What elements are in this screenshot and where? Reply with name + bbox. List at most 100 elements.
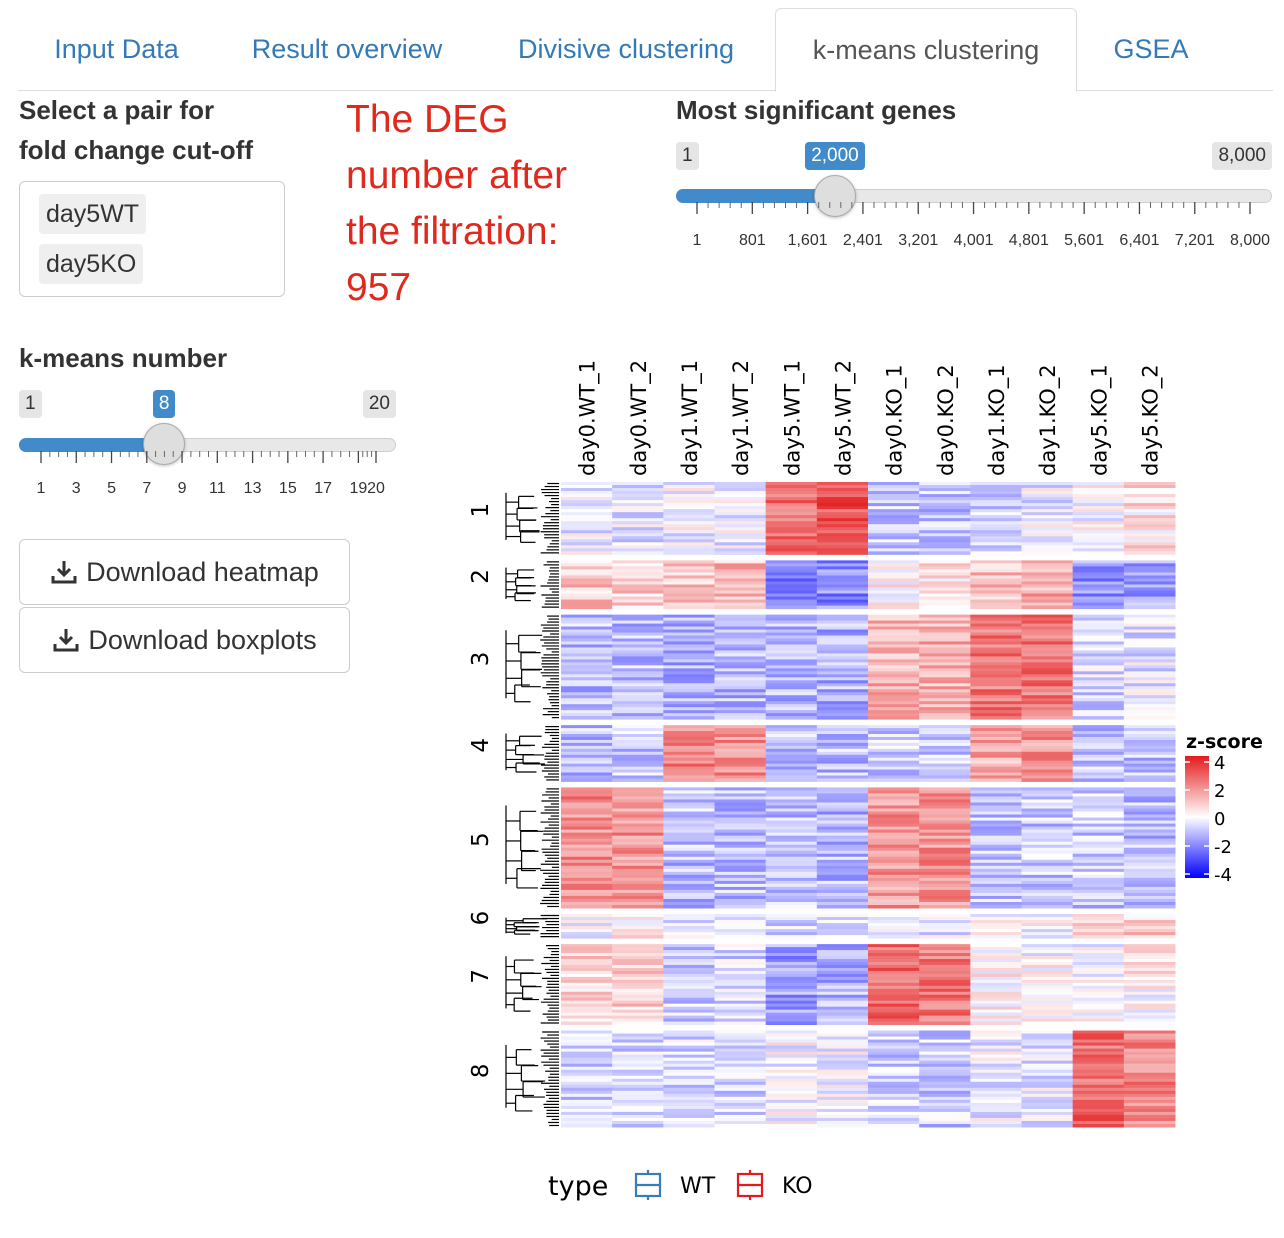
heatmap-cell: [765, 917, 818, 921]
heatmap-cell: [612, 736, 664, 741]
heatmap-cell: [561, 536, 613, 540]
download-boxplots-button[interactable]: Download boxplots: [19, 607, 350, 673]
heatmap-cell: [868, 988, 920, 993]
kmeans-slider-handle[interactable]: [143, 423, 186, 465]
heatmap-cell: [561, 742, 613, 747]
heatmap-cell: [663, 754, 715, 759]
heatmap-cell: [970, 964, 1022, 969]
heatmap-cell: [561, 850, 613, 855]
heatmap-cell: [714, 859, 767, 864]
download-heatmap-button[interactable]: Download heatmap: [19, 539, 350, 605]
heatmap-cell: [1123, 551, 1176, 555]
heatmap-cell: [970, 914, 1022, 918]
genes-slider[interactable]: 1 2,000 8,000 1 801 1,601 2,401 3,201 4,001 4,…: [676, 140, 1272, 260]
heatmap-cell: [970, 763, 1022, 768]
heatmap-cell: [612, 898, 664, 903]
kmeans-slider[interactable]: 1 8 20 1 3 5 7 9 11 13 15 17 19 20: [19, 388, 396, 508]
heatmap-cell: [663, 638, 715, 642]
heatmap-cell: [970, 1054, 1022, 1059]
heatmap-cell: [1021, 796, 1074, 800]
heatmap-cell: [868, 518, 920, 522]
tab-kmeans-clustering[interactable]: k-means clustering: [775, 8, 1077, 92]
heatmap-cell: [561, 811, 613, 816]
heatmap-cell: [970, 662, 1022, 666]
heatmap-cell: [1072, 926, 1125, 930]
heatmap-cell: [868, 959, 920, 963]
heatmap-cell: [1021, 880, 1074, 885]
heatmap-cell: [919, 865, 971, 870]
heatmap-cell: [663, 587, 715, 592]
heatmap-cell: [561, 590, 613, 595]
heatmap-cell: [663, 536, 715, 540]
heatmap-cell: [816, 956, 869, 960]
heatmap-cell: [561, 787, 613, 791]
heatmap-cell: [816, 739, 869, 744]
heatmap-cell: [612, 671, 664, 675]
heatmap-cell: [868, 757, 920, 762]
heatmap-cell: [663, 1093, 715, 1098]
heatmap-cell: [714, 659, 767, 663]
heatmap-cell: [612, 1120, 664, 1125]
tab-result-overview[interactable]: Result overview: [251, 34, 443, 64]
heatmap-cell: [1072, 1057, 1125, 1062]
heatmap-cell: [765, 850, 818, 855]
heatmap-cell: [714, 929, 767, 933]
heatmap-cell: [970, 1099, 1022, 1104]
heatmap-cell: [612, 683, 664, 687]
heatmap-cell: [919, 926, 971, 930]
tab-input-data[interactable]: Input Data: [54, 34, 179, 64]
heatmap-cell: [561, 1123, 613, 1128]
pair-select-input[interactable]: day5WT day5KO: [19, 181, 285, 297]
tab-divisive-clustering[interactable]: Divisive clustering: [517, 34, 735, 64]
heatmap-cell: [919, 935, 971, 939]
heatmap-cell: [868, 680, 920, 684]
heatmap-cell: [816, 920, 869, 924]
heatmap-cell: [612, 820, 664, 825]
heatmap-cell: [970, 503, 1022, 507]
heatmap-cluster-block: [561, 914, 1176, 939]
heatmap-cell: [868, 521, 920, 525]
heatmap-cell: [919, 704, 971, 708]
heatmap-cell: [612, 979, 664, 984]
heatmap-cell: [714, 892, 767, 897]
heatmap-cell: [1123, 1033, 1176, 1038]
heatmap-cell: [612, 734, 664, 738]
heatmap-cell: [1021, 964, 1074, 969]
heatmap-cell: [612, 512, 664, 516]
tab-gsea[interactable]: GSEA: [1113, 34, 1189, 64]
heatmap-cell: [612, 629, 664, 634]
heatmap-cell: [1123, 920, 1176, 924]
heatmap-cell: [919, 569, 971, 573]
selected-item-day5wt[interactable]: day5WT: [39, 194, 147, 234]
heatmap-cell: [765, 1018, 818, 1023]
heatmap-cell: [1123, 742, 1176, 747]
heatmap-cell: [612, 482, 664, 486]
heatmap-cell: [765, 1057, 818, 1062]
heatmap-cell: [868, 647, 920, 651]
heatmap-cell: [970, 790, 1022, 794]
heatmap-cell: [919, 488, 971, 492]
heatmap-cell: [1072, 853, 1125, 858]
heatmap-cell: [663, 677, 715, 681]
genes-slider-handle[interactable]: [814, 175, 857, 217]
heatmap-cell: [1021, 659, 1074, 663]
heatmap-cell: [816, 838, 869, 843]
heatmap-cell: [1021, 638, 1074, 642]
heatmap-cell: [816, 563, 869, 567]
heatmap-cell: [612, 838, 664, 843]
heatmap-cell: [663, 563, 715, 567]
heatmap-cell: [1021, 757, 1074, 762]
heatmap-cell: [561, 883, 613, 888]
heatmap-cell: [1021, 935, 1074, 939]
heatmap-cell: [919, 1075, 971, 1080]
heatmap-cell: [1021, 623, 1074, 628]
heatmap-cell: [714, 850, 767, 855]
heatmap-cell: [561, 859, 613, 864]
selected-item-day5ko[interactable]: day5KO: [39, 244, 144, 284]
heatmap-cell: [816, 491, 869, 495]
heatmap-cell: [1021, 725, 1074, 729]
heatmap-cell: [1072, 862, 1125, 867]
heatmap-cell: [765, 521, 818, 525]
heatmap-cell: [1072, 997, 1125, 1002]
heatmap-cell: [714, 1051, 767, 1056]
